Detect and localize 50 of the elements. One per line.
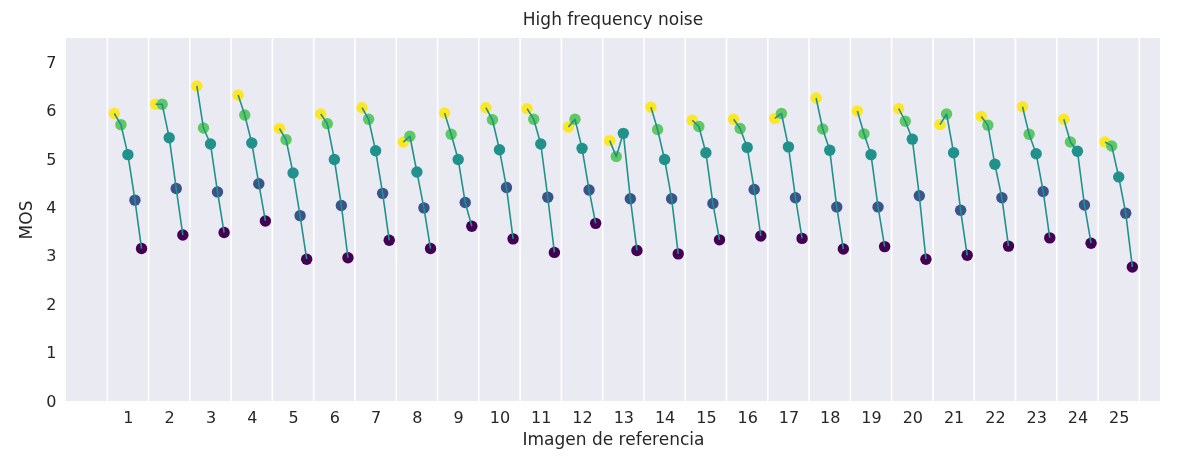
y-tick-label: 7 [46, 52, 57, 72]
x-axis-title: Imagen de referencia [522, 428, 705, 449]
y-tick-label: 6 [46, 101, 57, 121]
y-tick-label: 4 [46, 197, 57, 217]
point [796, 232, 808, 245]
point [383, 234, 395, 246]
x-tick-label: 12 [572, 407, 593, 427]
x-tick-label: 20 [902, 407, 923, 427]
y-tick-label: 0 [46, 391, 57, 411]
point [631, 244, 643, 257]
x-tick-label: 13 [613, 407, 634, 427]
x-tick-label: 11 [531, 407, 552, 427]
x-tick-label: 17 [778, 407, 800, 427]
x-tick-label: 14 [654, 407, 676, 427]
x-tick-label: 25 [1109, 407, 1130, 427]
point [851, 105, 864, 117]
x-tick-label: 18 [820, 407, 841, 427]
y-tick-label: 2 [46, 294, 57, 314]
y-axis-title: MOS [16, 200, 37, 240]
point [934, 118, 946, 131]
x-tick-label: 16 [737, 407, 758, 427]
x-tick-label: 1 [123, 407, 134, 427]
x-tick-label: 24 [1067, 407, 1089, 427]
x-tick-label: 6 [329, 407, 340, 427]
x-tick-label: 2 [164, 407, 175, 427]
y-tick-label: 5 [46, 149, 57, 169]
x-tick-label: 9 [453, 407, 464, 427]
y-tick-label: 3 [46, 246, 57, 266]
x-tick-label: 7 [371, 407, 382, 427]
point [342, 252, 354, 264]
point [1085, 237, 1097, 249]
y-tick-label: 1 [46, 343, 57, 363]
x-tick-label: 8 [412, 407, 423, 427]
chart-title: High frequency noise [522, 9, 704, 30]
x-tick-label: 22 [985, 407, 1006, 427]
point [920, 253, 932, 265]
point [975, 110, 987, 123]
x-tick-label: 5 [288, 407, 299, 427]
point [961, 249, 973, 262]
x-tick-label: 21 [943, 407, 965, 427]
point [892, 102, 905, 115]
x-tick-label: 23 [1026, 407, 1047, 427]
x-tick-label: 3 [205, 407, 217, 427]
point [218, 226, 230, 239]
point [300, 253, 313, 265]
x-tick-label: 19 [861, 407, 882, 427]
x-tick-label: 4 [247, 407, 258, 427]
x-tick-label: 15 [696, 407, 717, 427]
point [521, 102, 533, 115]
x-tick-label: 10 [489, 407, 511, 427]
